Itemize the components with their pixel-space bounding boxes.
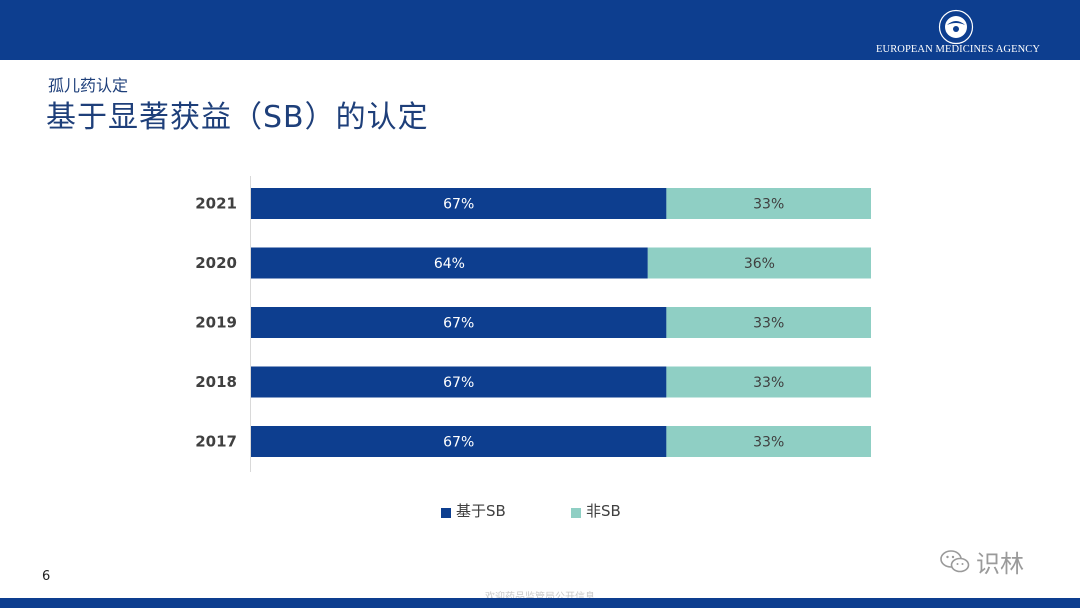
footer-band bbox=[0, 598, 1080, 608]
agency-name: EUROPEAN MEDICINES AGENCY bbox=[876, 44, 1041, 55]
data-label: 33% bbox=[753, 435, 784, 451]
wechat-icon bbox=[940, 549, 970, 572]
footer-text: 欢迎药品监管局公开信息 bbox=[0, 588, 1080, 603]
page-number: 6 bbox=[42, 569, 51, 584]
bar-segment-non-sb bbox=[647, 247, 871, 279]
slide-title: 基于显著获益（SB）的认定 bbox=[46, 100, 429, 135]
category-label: 2020 bbox=[195, 254, 237, 272]
bar-segment-sb bbox=[251, 366, 667, 398]
bar-segment-sb bbox=[251, 307, 667, 338]
data-label: 33% bbox=[753, 197, 784, 213]
bar-segment-sb bbox=[251, 426, 667, 457]
bar-segment-non-sb bbox=[666, 426, 871, 457]
slide-subtitle: 孤儿药认定 bbox=[48, 76, 129, 95]
legend-label: 基于SB bbox=[456, 502, 506, 520]
category-label: 2017 bbox=[195, 433, 237, 451]
bar-segment-sb bbox=[251, 247, 648, 279]
data-label: 64% bbox=[434, 256, 465, 272]
legend-item: 基于SB bbox=[441, 500, 506, 521]
data-label: 33% bbox=[753, 375, 784, 391]
legend-item: 非SB bbox=[571, 500, 621, 521]
category-label: 2021 bbox=[195, 195, 237, 213]
legend-label: 非SB bbox=[586, 502, 621, 520]
data-label: 33% bbox=[753, 316, 784, 332]
legend-swatch bbox=[441, 507, 451, 518]
data-label: 67% bbox=[443, 316, 474, 332]
bar-segment-sb bbox=[251, 188, 667, 219]
watermark: 识林 bbox=[940, 544, 1024, 579]
bar-segment-non-sb bbox=[666, 188, 871, 219]
category-label: 2018 bbox=[195, 373, 237, 391]
bar-segment-non-sb bbox=[666, 307, 871, 338]
category-label: 2019 bbox=[195, 314, 237, 332]
data-label: 67% bbox=[443, 435, 474, 451]
data-label: 36% bbox=[744, 256, 775, 272]
watermark-text: 识林 bbox=[976, 550, 1024, 578]
ema-star-circle-icon bbox=[938, 9, 974, 45]
chart-legend: 基于SB 非SB bbox=[0, 500, 1080, 522]
header-band bbox=[0, 0, 1080, 60]
bar-segment-non-sb bbox=[666, 366, 871, 398]
data-label: 67% bbox=[443, 197, 474, 213]
legend-swatch bbox=[571, 507, 581, 518]
data-label: 67% bbox=[443, 375, 474, 391]
